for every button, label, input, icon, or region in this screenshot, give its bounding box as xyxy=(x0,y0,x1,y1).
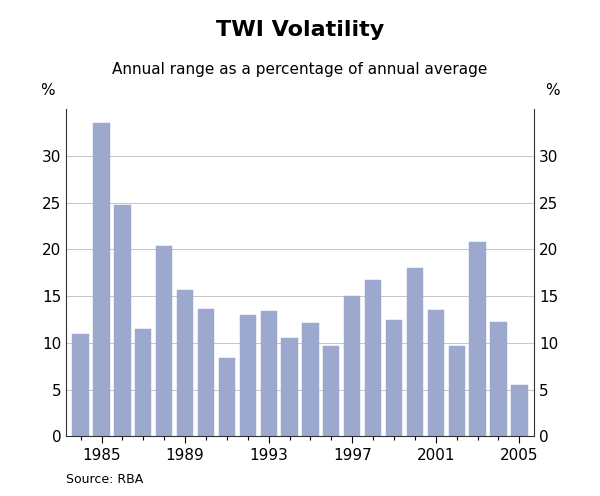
Bar xyxy=(323,346,340,436)
Bar xyxy=(407,268,423,436)
Text: %: % xyxy=(545,83,560,98)
Bar xyxy=(344,296,361,436)
Bar xyxy=(114,204,131,436)
Bar xyxy=(177,290,193,436)
Bar xyxy=(94,123,110,436)
Bar xyxy=(511,385,527,436)
Bar xyxy=(135,329,151,436)
Bar xyxy=(469,242,486,436)
Bar xyxy=(73,334,89,436)
Bar xyxy=(449,346,465,436)
Bar xyxy=(260,311,277,436)
Bar xyxy=(198,310,214,436)
Text: %: % xyxy=(40,83,55,98)
Bar xyxy=(490,322,506,436)
Bar xyxy=(428,310,444,436)
Bar xyxy=(156,246,172,436)
Text: Source: RBA: Source: RBA xyxy=(66,473,143,486)
Bar xyxy=(386,319,402,436)
Bar xyxy=(281,338,298,436)
Bar xyxy=(239,315,256,436)
Bar xyxy=(219,358,235,436)
Bar xyxy=(302,323,319,436)
Text: Annual range as a percentage of annual average: Annual range as a percentage of annual a… xyxy=(112,62,488,77)
Text: TWI Volatility: TWI Volatility xyxy=(216,20,384,40)
Bar xyxy=(365,280,381,436)
